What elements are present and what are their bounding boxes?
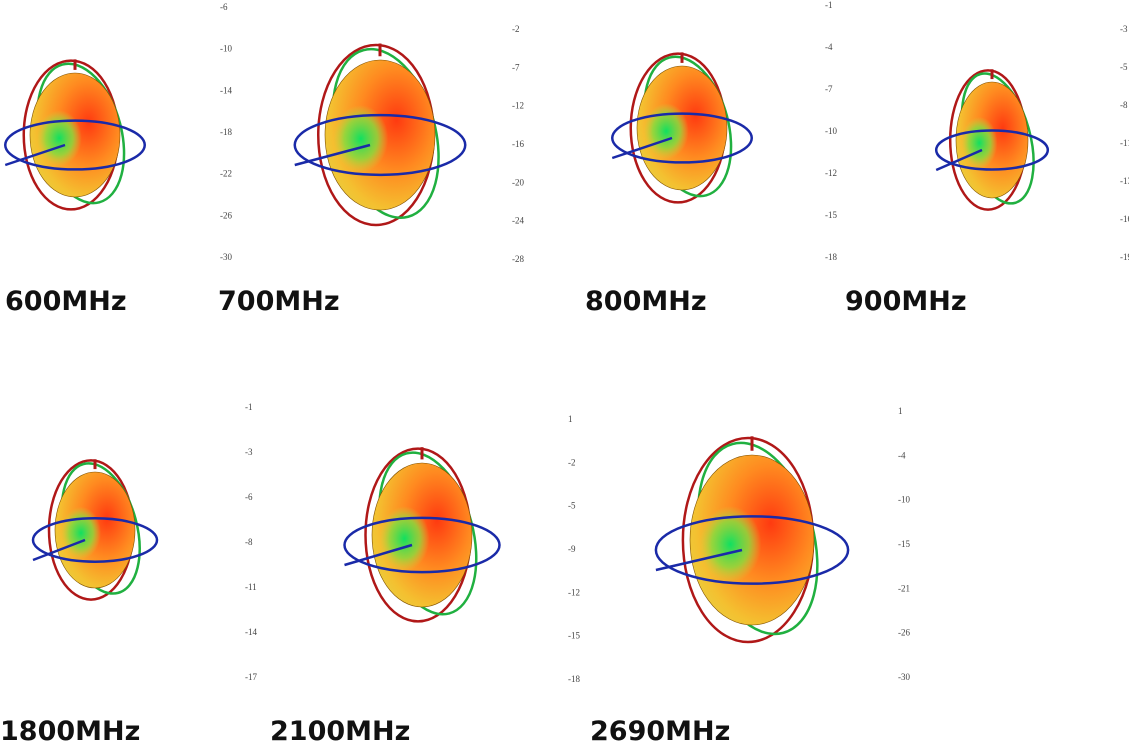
scale-label: -15	[568, 631, 580, 641]
scale-label: -5	[1120, 62, 1128, 72]
scale-label: -8	[1120, 100, 1128, 110]
scale-label: 1	[898, 406, 903, 416]
lobe-shade	[333, 105, 389, 173]
scale-label: -8	[245, 537, 253, 547]
ring-blue	[4, 119, 146, 171]
lobe-shade	[643, 103, 689, 159]
radiation-pattern	[293, 43, 467, 227]
scale-label: -28	[512, 254, 524, 264]
scale-label: 1	[568, 414, 573, 424]
radiation-pattern	[934, 69, 1050, 211]
frequency-label: 2690MHz	[590, 716, 730, 747]
scale-label: -10	[898, 495, 910, 505]
scale-label: -24	[512, 216, 524, 226]
frequency-label: 800MHz	[585, 286, 707, 317]
scale-label: -16	[512, 139, 524, 149]
axis-blue	[4, 143, 66, 167]
lobe-shade	[36, 110, 82, 166]
scale-label: -4	[898, 450, 906, 460]
scale-label: -11	[245, 582, 257, 592]
scale-label: -14	[245, 627, 257, 637]
scale-label: -26	[898, 628, 910, 638]
axis-blue	[655, 548, 743, 572]
scale-label: -1	[245, 402, 253, 412]
scale-label: -19	[1120, 252, 1129, 262]
frequency-label: 700MHz	[218, 286, 340, 317]
radiation-pattern	[31, 459, 159, 601]
scale-label: -6	[245, 492, 253, 502]
scale-label: -18	[825, 252, 837, 262]
scale-label: -20	[512, 177, 524, 187]
ring-blue	[934, 129, 1050, 171]
scale-label: -18	[220, 127, 232, 137]
scale-label: -10	[825, 126, 837, 136]
scale-label: -12	[825, 168, 837, 178]
frequency-label: 600MHz	[5, 286, 127, 317]
scale-label: -30	[220, 252, 232, 262]
lobe-shade	[699, 506, 762, 583]
lobe-shade	[61, 506, 101, 559]
frequency-label: 2100MHz	[270, 716, 410, 747]
scale-label: -7	[825, 84, 833, 94]
scale-label: -3	[1120, 24, 1128, 34]
radiation-pattern	[343, 447, 501, 623]
ring-blue	[611, 112, 753, 164]
scale-label: -4	[825, 42, 833, 52]
scale-label: -2	[512, 24, 520, 34]
scale-label: -13	[1120, 176, 1129, 186]
scale-label: -10	[220, 44, 232, 54]
ring-blue	[343, 516, 501, 574]
ring-blue	[31, 517, 159, 563]
scale-label: -21	[898, 583, 910, 593]
scale-label: -26	[220, 210, 232, 220]
scale-label: -12	[512, 101, 524, 111]
radiation-pattern	[4, 59, 146, 211]
scale-label: -18	[568, 674, 580, 684]
axis-blue	[344, 543, 413, 567]
scale-label: -7	[512, 62, 520, 72]
scale-label: -14	[220, 85, 232, 95]
radiation-pattern	[611, 52, 753, 204]
ring-blue	[293, 113, 467, 177]
scale-label: -3	[245, 447, 253, 457]
scale-label: -1	[825, 0, 833, 10]
scale-label: -17	[245, 672, 257, 682]
scale-label: -22	[220, 169, 232, 179]
axis-blue	[32, 538, 86, 562]
scale-label: -15	[825, 210, 837, 220]
scale-label: -9	[568, 544, 576, 554]
axis-blue	[935, 148, 983, 172]
frequency-label: 900MHz	[845, 286, 967, 317]
scale-label: -30	[898, 672, 910, 682]
lobe-shade	[379, 506, 430, 571]
scale-label: -6	[220, 2, 228, 12]
frequency-label: 1800MHz	[0, 716, 140, 747]
axis-blue	[294, 143, 371, 167]
scale-label: -11	[1120, 138, 1129, 148]
scale-label: -15	[898, 539, 910, 549]
lobe-shade	[961, 116, 998, 169]
ring-blue	[654, 515, 850, 585]
scale-label: -2	[568, 457, 576, 467]
scale-label: -5	[568, 501, 576, 511]
axis-blue	[611, 136, 673, 160]
scale-label: -16	[1120, 214, 1129, 224]
scale-label: -12	[568, 587, 580, 597]
radiation-pattern	[654, 436, 850, 644]
